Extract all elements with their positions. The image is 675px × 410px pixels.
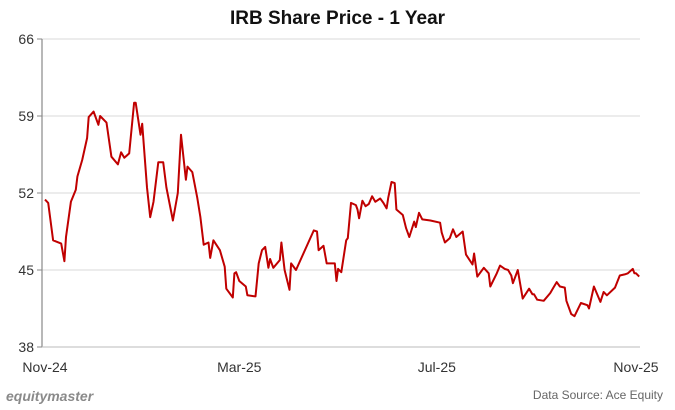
x-tick-label: Nov-24 <box>22 359 67 375</box>
x-tick-label: Mar-25 <box>217 359 262 375</box>
price-line <box>44 101 640 318</box>
data-source: Data Source: Ace Equity <box>532 388 663 402</box>
chart-title: IRB Share Price - 1 Year <box>229 8 446 29</box>
y-tick-label: 45 <box>18 262 34 278</box>
y-tick-label: 52 <box>18 185 34 201</box>
y-tick-label: 66 <box>18 31 34 47</box>
x-tick-label: Jul-25 <box>418 359 456 375</box>
brand-logo: equitymaster <box>6 388 94 404</box>
y-tick-label: 59 <box>18 108 34 124</box>
y-tick-label: 38 <box>18 339 34 355</box>
x-tick-label: Nov-25 <box>613 359 658 375</box>
